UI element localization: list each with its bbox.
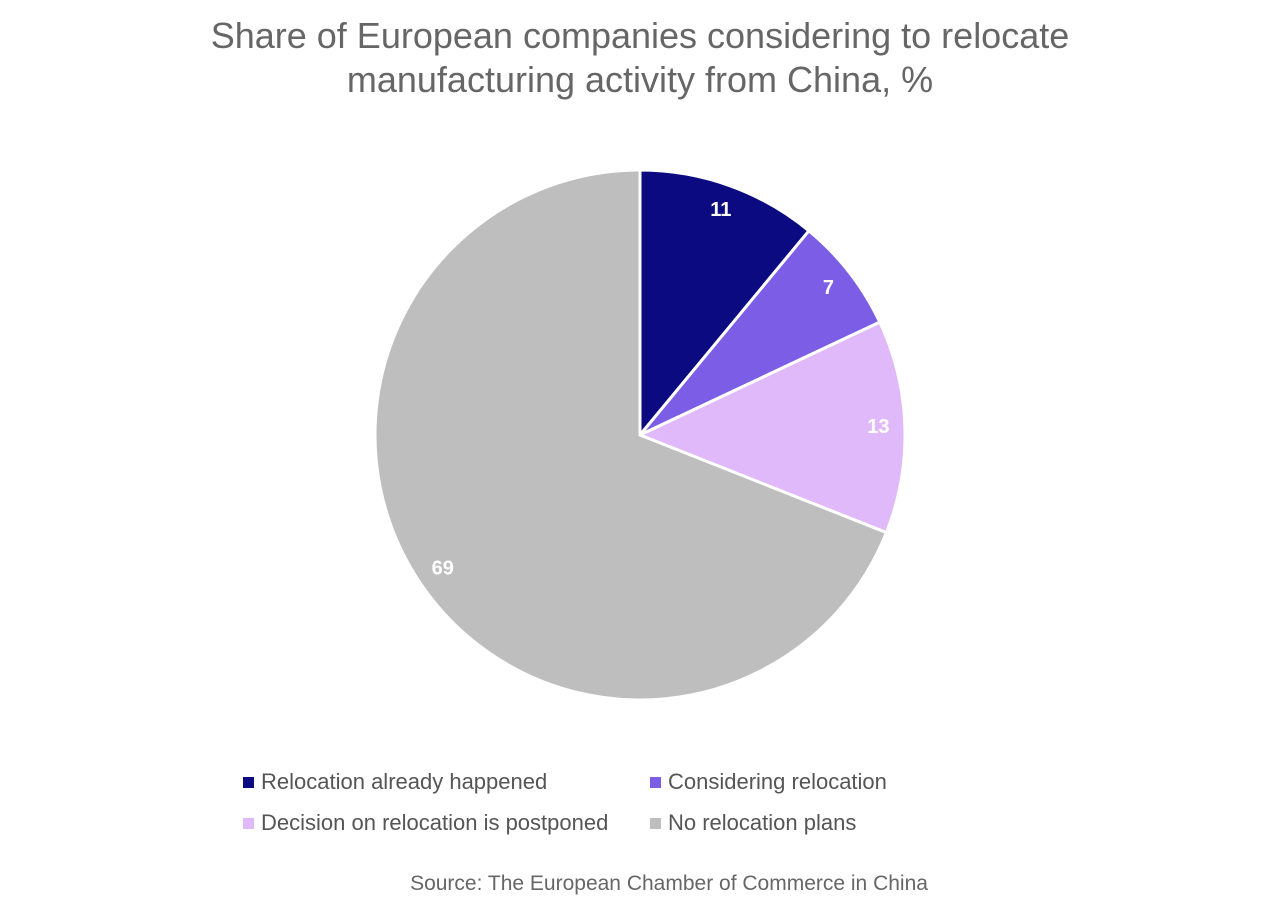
legend-item: Relocation already happened bbox=[243, 766, 650, 798]
chart: 11 7 13 69 bbox=[373, 168, 907, 702]
data-label: 13 bbox=[867, 416, 889, 438]
legend-swatch bbox=[650, 817, 661, 829]
chart-title: Share of European companies considering … bbox=[210, 15, 1070, 100]
pie-slice bbox=[638, 168, 812, 440]
legend-swatch bbox=[650, 776, 661, 788]
pie-slice bbox=[636, 320, 907, 535]
data-label: 7 bbox=[823, 277, 834, 299]
legend-item: Decision on relocation is postponed bbox=[243, 807, 650, 839]
pie-slice bbox=[638, 228, 882, 437]
legend: Relocation already happened Considering r… bbox=[243, 766, 950, 839]
source: Source: The European Chamber of Commerce… bbox=[410, 872, 928, 895]
data-label: 69 bbox=[432, 557, 454, 579]
data-label: 11 bbox=[710, 199, 731, 221]
legend-swatch bbox=[243, 776, 254, 788]
legend-label: Considering relocation bbox=[668, 769, 887, 794]
legend-label: No relocation plans bbox=[668, 810, 857, 835]
legend-item: Considering relocation bbox=[650, 766, 950, 798]
legend-swatch bbox=[243, 817, 254, 829]
legend-label: Decision on relocation is postponed bbox=[261, 810, 609, 835]
legend-item: No relocation plans bbox=[650, 807, 950, 839]
legend-label: Relocation already happened bbox=[261, 769, 548, 794]
pie-slice bbox=[373, 168, 889, 702]
